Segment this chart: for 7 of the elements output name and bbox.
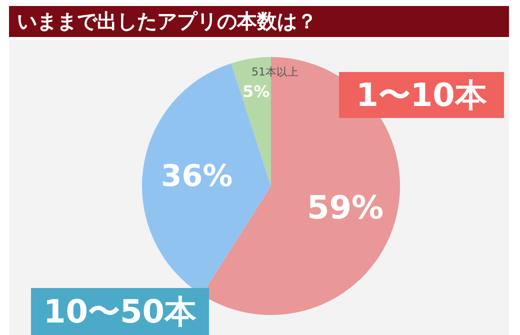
data-label: 59%: [307, 188, 384, 227]
chart-title: いままで出したアプリの本数は？: [9, 6, 509, 37]
slice-label: 1〜10本: [356, 76, 488, 114]
slice-label: 10〜50本: [43, 292, 198, 330]
slice-label: 51本以上: [252, 66, 298, 78]
data-label: 36%: [160, 159, 233, 194]
data-label: 5%: [242, 82, 270, 102]
